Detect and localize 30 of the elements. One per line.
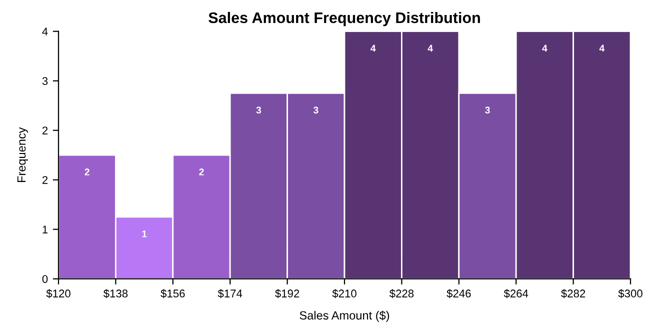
y-tick-label: 2: [42, 176, 48, 184]
chart-title: Sales Amount Frequency Distribution: [208, 12, 480, 26]
data-label: 4: [599, 44, 605, 52]
y-tick-label: 4: [42, 28, 48, 36]
x-tick-label: $192: [275, 289, 300, 298]
y-tick-label: 2: [42, 126, 48, 134]
data-label: 2: [84, 168, 90, 176]
data-label: 1: [142, 230, 147, 238]
y-axis-title: Frequency: [17, 127, 28, 182]
data-label: 4: [428, 44, 433, 52]
x-tick-label: $120: [46, 289, 70, 298]
x-tick-label: $156: [160, 289, 185, 298]
data-label: 3: [313, 106, 318, 114]
data-label: 3: [485, 106, 490, 114]
x-tick-label: $264: [504, 289, 528, 298]
y-tick-label: 3: [42, 77, 48, 85]
x-tick-label: $228: [389, 289, 414, 298]
x-tick-label: $300: [618, 289, 642, 298]
y-tick-label: 0: [42, 275, 48, 283]
data-label: 4: [542, 44, 548, 52]
x-tick-label: $282: [561, 289, 586, 298]
x-tick-label: $174: [218, 289, 242, 298]
x-tick-label: $246: [446, 289, 471, 298]
x-axis-title: Sales Amount ($): [300, 310, 390, 322]
x-tick-label: $210: [332, 289, 356, 298]
x-tick-label: $138: [103, 289, 128, 298]
data-label: 3: [256, 106, 262, 114]
data-label: 4: [370, 44, 376, 52]
data-label: 2: [199, 168, 204, 176]
y-tick-label: 1: [42, 226, 48, 234]
